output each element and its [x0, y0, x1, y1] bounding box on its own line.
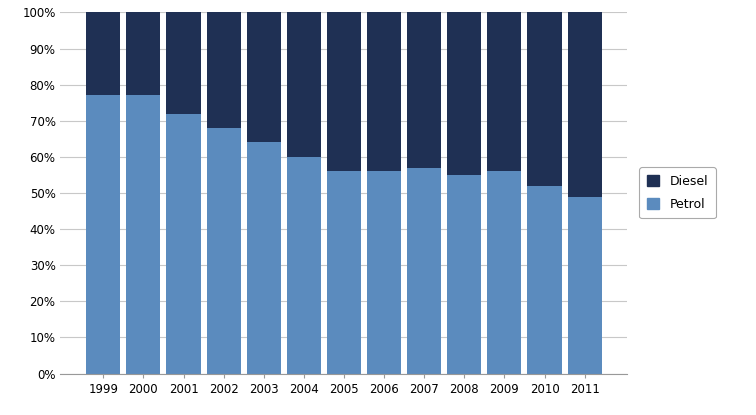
Bar	[327, 171, 361, 374]
Bar	[86, 12, 120, 95]
Bar	[448, 175, 482, 374]
Bar	[206, 128, 240, 374]
Bar	[126, 95, 160, 374]
Bar	[568, 197, 602, 374]
Bar	[568, 12, 602, 197]
Bar	[166, 114, 200, 374]
Bar	[528, 12, 562, 186]
Bar	[126, 12, 160, 95]
Bar	[448, 12, 482, 175]
Bar	[287, 157, 321, 374]
Bar	[246, 142, 280, 374]
Bar	[407, 168, 442, 374]
Bar	[488, 171, 522, 374]
Bar	[246, 12, 280, 142]
Bar	[488, 12, 522, 171]
Bar	[528, 186, 562, 374]
Bar	[407, 12, 442, 168]
Bar	[166, 12, 200, 114]
Bar	[367, 12, 401, 171]
Bar	[206, 12, 240, 128]
Bar	[327, 12, 361, 171]
Bar	[86, 95, 120, 374]
Legend: Diesel, Petrol: Diesel, Petrol	[640, 168, 715, 218]
Bar	[367, 171, 401, 374]
Bar	[287, 12, 321, 157]
